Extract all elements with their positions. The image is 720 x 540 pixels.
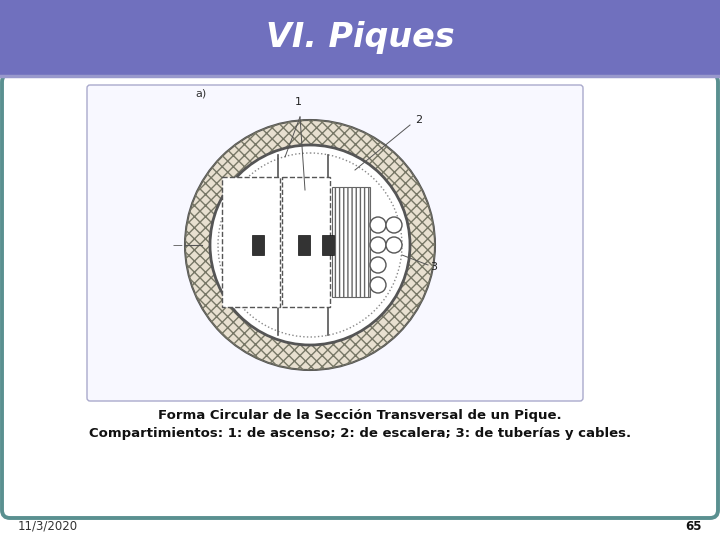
Circle shape <box>370 257 386 273</box>
Text: Compartimientos: 1: de ascenso; 2: de escalera; 3: de tuberías y cables.: Compartimientos: 1: de ascenso; 2: de es… <box>89 427 631 440</box>
Bar <box>332 187 370 297</box>
Bar <box>252 235 264 255</box>
Bar <box>222 177 280 307</box>
Bar <box>0 0 720 75</box>
Text: —: — <box>172 240 182 250</box>
Bar <box>298 235 310 255</box>
Circle shape <box>386 237 402 253</box>
Circle shape <box>370 237 386 253</box>
FancyBboxPatch shape <box>2 74 718 518</box>
Circle shape <box>370 277 386 293</box>
Text: 11/3/2020: 11/3/2020 <box>18 519 78 532</box>
Bar <box>322 235 334 255</box>
Bar <box>282 177 330 307</box>
Text: VI. Piques: VI. Piques <box>266 21 454 53</box>
FancyBboxPatch shape <box>87 85 583 401</box>
Circle shape <box>210 145 410 345</box>
Text: 1: 1 <box>294 97 302 107</box>
Circle shape <box>370 217 386 233</box>
Text: 65: 65 <box>685 519 702 532</box>
Text: Forma Circular de la Sección Transversal de un Pique.: Forma Circular de la Sección Transversal… <box>158 408 562 422</box>
Text: 3: 3 <box>430 262 437 272</box>
Text: 2: 2 <box>415 115 422 125</box>
Circle shape <box>185 120 435 370</box>
Circle shape <box>386 217 402 233</box>
Text: a): a) <box>195 89 206 99</box>
